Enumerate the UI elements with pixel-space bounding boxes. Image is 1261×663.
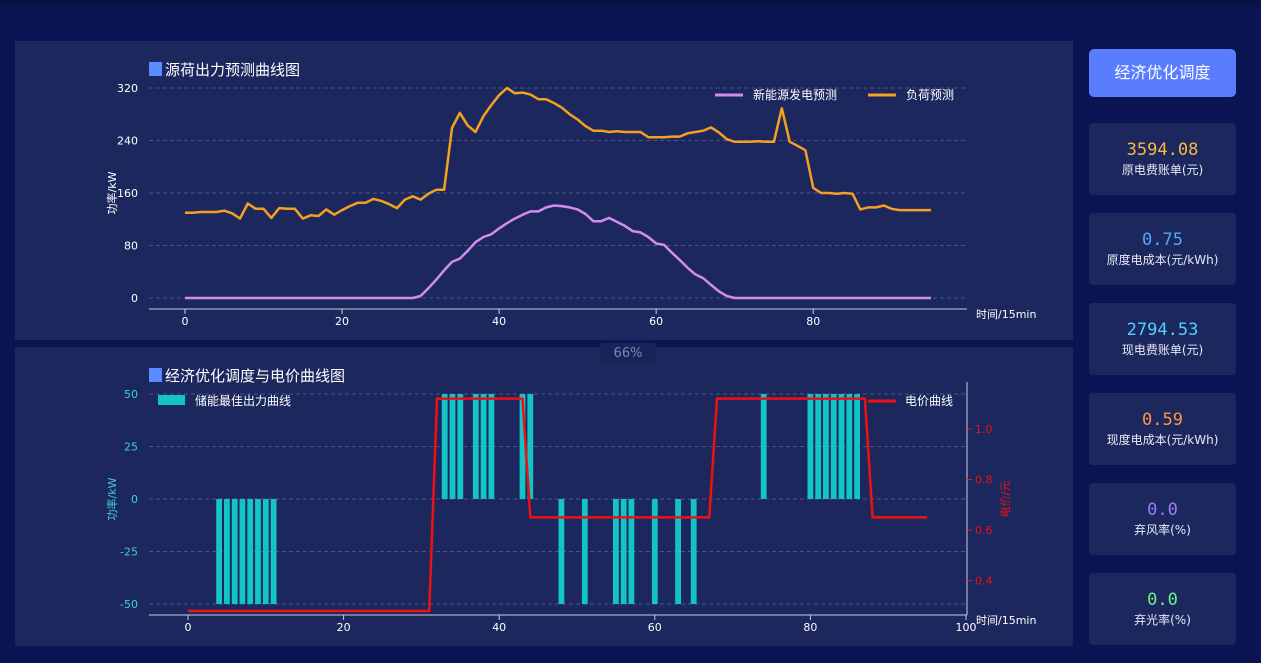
x-axis-label: 时间/15min [976, 308, 1036, 321]
y-tick-label: 160 [117, 187, 138, 200]
x-tick-label: 60 [649, 315, 663, 328]
forecast-chart: 源荷出力预测曲线图 0 80 160 240 320 0 20 40 60 80 时间/15min 功率… [105, 61, 1036, 328]
x-tick-label: 60 [648, 621, 662, 634]
x-tick-label: 20 [337, 621, 351, 634]
dispatch-price-chart: 经济优化调度与电价曲线图 -50 -25 0 25 50 0 20 40 60 80 100 0.4 0.… [105, 367, 1036, 634]
stat-label: 现电费账单(元) [1121, 343, 1204, 357]
x-tick-label: 100 [956, 621, 977, 634]
y-tick-label: 80 [124, 240, 138, 253]
y-tick-label: 50 [124, 388, 138, 401]
y-tick-label: 320 [117, 82, 138, 95]
stat-label: 弃光率(%) [1134, 613, 1191, 627]
y-axis-label: 功率/kW [105, 477, 119, 520]
storage-bar [527, 394, 534, 499]
storage-bar [231, 499, 238, 604]
legend-swatch-storage [158, 395, 185, 405]
dispatch-chart-panel: 经济优化调度与电价曲线图 -50 -25 0 25 50 0 20 40 60 80 100 0.4 0.… [15, 347, 1073, 646]
stat-label: 现度电成本(元/kWh) [1106, 433, 1219, 447]
storage-bar [581, 499, 588, 604]
title-marker [149, 368, 162, 382]
stat-label: 原电费账单(元) [1121, 163, 1204, 177]
x-tick-label: 20 [335, 315, 349, 328]
legend-label: 负荷预测 [906, 88, 954, 102]
storage-bar [651, 499, 658, 604]
legend-label: 储能最佳出力曲线 [195, 393, 291, 408]
chart-title: 经济优化调度与电价曲线图 [165, 367, 345, 385]
storage-bar [270, 499, 277, 604]
price-line [188, 397, 928, 613]
storage-bar [449, 394, 456, 499]
storage-bar [807, 394, 814, 499]
y2-axis-label: 电价/元 [999, 481, 1012, 518]
zoom-level-badge: 66% [600, 343, 656, 365]
stat-label: 弃风率(%) [1134, 523, 1191, 537]
storage-bar [224, 499, 230, 604]
y-axis-label: 功率/kW [105, 171, 119, 214]
stat-value: 3594.08 [1126, 140, 1199, 160]
y2-tick-label: 1.0 [975, 423, 993, 436]
series-line-load [185, 86, 931, 220]
stat-value: 0.0 [1147, 590, 1178, 610]
storage-bar [480, 394, 487, 499]
x-tick-label: 0 [185, 621, 192, 634]
x-tick-label: 80 [803, 621, 817, 634]
storage-bar [558, 499, 565, 604]
storage-bar [838, 394, 845, 499]
stat-value: 2794.53 [1126, 320, 1199, 340]
y-tick-label: -25 [120, 546, 138, 559]
x-tick-label: 40 [492, 315, 506, 328]
series-line-renewable [185, 204, 931, 300]
storage-bar [854, 394, 860, 499]
y-tick-label: 25 [124, 441, 138, 454]
x-tick-label: 0 [182, 315, 189, 328]
y-tick-label: 0 [131, 493, 138, 506]
storage-bar [830, 394, 837, 499]
storage-bar [690, 499, 697, 604]
y2-tick-label: 0.6 [975, 524, 993, 537]
x-axis-label: 时间/15min [976, 614, 1036, 627]
stat-card-current-unit-cost: 0.59 现度电成本(元/kWh) [1089, 393, 1236, 465]
y2-tick-label: 0.8 [975, 474, 993, 487]
storage-bar [519, 394, 526, 499]
storage-bar [846, 394, 853, 499]
storage-bar [613, 499, 619, 604]
top-bar [0, 0, 1261, 6]
economic-optimize-button[interactable]: 经济优化调度 [1089, 49, 1236, 97]
legend-label: 电价曲线 [905, 394, 953, 408]
y-tick-label: -50 [120, 598, 138, 611]
legend-label: 新能源发电预测 [753, 87, 837, 102]
storage-bar [216, 499, 222, 604]
storage-bar [457, 394, 464, 499]
stat-value: 0.75 [1142, 230, 1183, 250]
storage-bar [628, 499, 635, 604]
y-tick-label: 240 [117, 135, 138, 148]
storage-bar [255, 499, 261, 604]
storage-bar [815, 394, 822, 499]
storage-bar [488, 394, 495, 499]
y2-tick-label: 0.4 [975, 575, 993, 588]
stat-card-wind-curtailment: 0.0 弃风率(%) [1089, 483, 1236, 555]
stat-card-solar-curtailment: 0.0 弃光率(%) [1089, 573, 1236, 645]
storage-bar [823, 394, 829, 499]
storage-bar [760, 394, 767, 499]
storage-bar [441, 394, 448, 499]
storage-bar [620, 499, 627, 604]
stat-card-original-unit-cost: 0.75 原度电成本(元/kWh) [1089, 213, 1236, 285]
storage-bar [472, 394, 479, 499]
title-marker [149, 62, 162, 76]
storage-bar [239, 499, 246, 604]
storage-bar [262, 499, 269, 604]
forecast-chart-panel: 源荷出力预测曲线图 0 80 160 240 320 0 20 40 60 80 时间/15min 功率… [15, 41, 1073, 340]
x-tick-label: 80 [806, 315, 820, 328]
storage-bar [247, 499, 254, 604]
stat-value: 0.0 [1147, 500, 1178, 520]
chart-title: 源荷出力预测曲线图 [165, 61, 300, 79]
x-tick-label: 40 [492, 621, 506, 634]
y-tick-label: 0 [131, 292, 138, 305]
stat-label: 原度电成本(元/kWh) [1106, 253, 1219, 267]
storage-bar [675, 499, 681, 604]
stat-value: 0.59 [1142, 410, 1183, 430]
stat-card-current-bill: 2794.53 现电费账单(元) [1089, 303, 1236, 375]
stat-card-original-bill: 3594.08 原电费账单(元) [1089, 123, 1236, 195]
